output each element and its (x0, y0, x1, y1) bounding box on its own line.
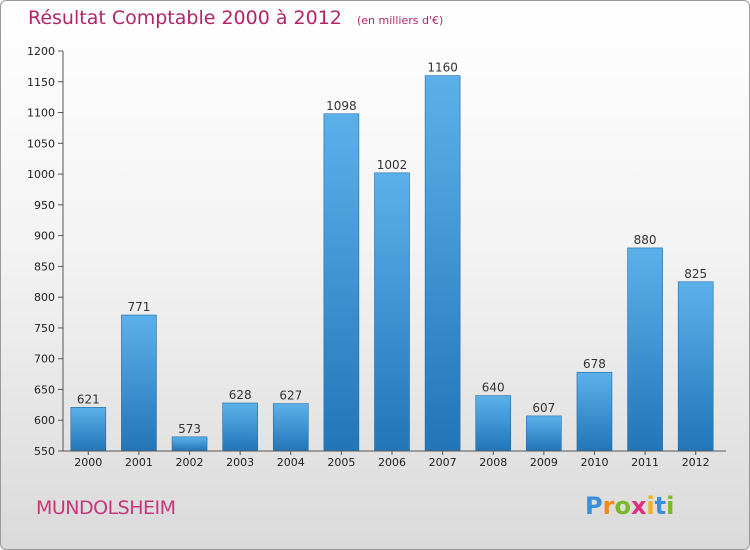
data-label-2010: 678 (583, 357, 606, 371)
x-tick-label-2001: 2001 (125, 456, 153, 469)
y-tick-label-1200: 1200 (27, 45, 55, 58)
y-tick-label-1000: 1000 (27, 168, 55, 181)
y-tick-label-750: 750 (34, 322, 55, 335)
bar-2005 (323, 113, 360, 452)
bar-2002 (171, 436, 208, 452)
bar-2003 (222, 402, 258, 452)
data-label-2012: 825 (684, 267, 707, 281)
data-label-2001: 771 (127, 300, 150, 314)
data-label-2004: 627 (279, 389, 302, 403)
x-tick-label-2007: 2007 (429, 456, 457, 469)
chart-title-block: Résultat Comptable 2000 à 2012 (en milli… (28, 7, 443, 29)
bar-2006 (374, 172, 410, 452)
data-label-2003: 628 (229, 388, 252, 402)
logo-letter-3: x (630, 492, 647, 520)
chart-subtitle: (en milliers d'€) (356, 14, 444, 27)
bar-2007 (424, 75, 461, 452)
bar-2010 (576, 371, 613, 452)
y-tick-label-850: 850 (34, 260, 55, 273)
y-tick-label-550: 550 (34, 445, 55, 458)
y-tick-label-700: 700 (34, 353, 55, 366)
y-tick-label-1150: 1150 (27, 76, 55, 89)
logo-letter-4: i (646, 492, 655, 520)
data-label-2011: 880 (634, 233, 657, 247)
logo-letter-1: r (602, 492, 615, 520)
logo-letter-2: o (614, 492, 631, 520)
commune-name: MUNDOLSHEIM (36, 497, 176, 519)
bar-2000 (70, 407, 107, 452)
bar-2009 (526, 415, 562, 452)
x-tick-label-2012: 2012 (682, 456, 710, 469)
x-tick-label-2010: 2010 (580, 456, 608, 469)
bar-2008 (475, 395, 512, 452)
x-tick-label-2002: 2002 (176, 456, 204, 469)
bar-2011 (627, 247, 663, 452)
proxiti-logo: Proxiti (585, 492, 674, 520)
chart-title: Résultat Comptable 2000 à 2012 (28, 7, 342, 29)
x-tick-label-2011: 2011 (631, 456, 659, 469)
data-label-2009: 607 (532, 401, 555, 415)
x-tick-label-2005: 2005 (327, 456, 355, 469)
data-label-2002: 573 (178, 422, 201, 436)
y-tick-label-800: 800 (34, 291, 55, 304)
x-tick-label-2009: 2009 (530, 456, 558, 469)
y-tick-label-950: 950 (34, 199, 55, 212)
data-label-2000: 621 (77, 392, 100, 406)
x-tick-label-2006: 2006 (378, 456, 406, 469)
logo-letter-0: P (585, 492, 603, 520)
axis-layer: 2000 2001 2002 2003 2004 2005 2006 2007 2008 2009… (27, 45, 726, 469)
data-label-2006: 1002 (377, 158, 408, 172)
y-tick-label-600: 600 (34, 414, 55, 427)
logo-letter-5: t (654, 492, 667, 520)
logo-letter-6: i (666, 492, 675, 520)
x-tick-label-2004: 2004 (277, 456, 305, 469)
data-label-2005: 1098 (326, 99, 357, 113)
data-label-2008: 640 (482, 381, 505, 395)
bar-2004 (272, 403, 309, 452)
x-tick-label-2000: 2000 (74, 456, 102, 469)
bar-2001 (121, 314, 157, 452)
data-label-2007: 1160 (427, 61, 458, 75)
bar-2012 (677, 281, 714, 452)
bars-layer: 621 771 573 628 627 1098 1002 1160 640 607 678 880 8… (70, 61, 714, 452)
y-tick-label-900: 900 (34, 230, 55, 243)
y-tick-label-1050: 1050 (27, 137, 55, 150)
x-tick-label-2008: 2008 (479, 456, 507, 469)
y-tick-label-1100: 1100 (27, 107, 55, 120)
y-tick-label-650: 650 (34, 383, 55, 396)
x-tick-label-2003: 2003 (226, 456, 254, 469)
